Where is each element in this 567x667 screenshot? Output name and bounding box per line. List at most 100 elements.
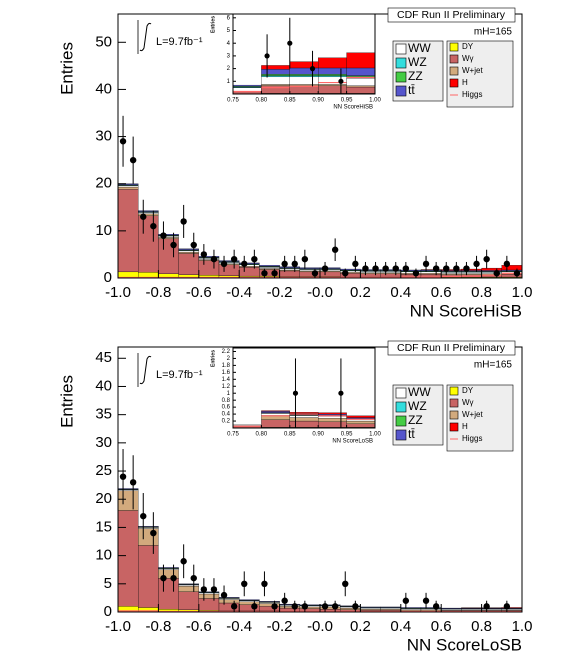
stack-bin [218,597,240,599]
y-tick-label: 5 [104,575,112,592]
stack-bin [138,527,159,529]
legend-swatch [395,71,407,83]
x-tick-label: 0.80 [256,432,268,438]
header-box [387,340,516,356]
stack-bin [138,545,159,608]
stack-bin [289,74,319,76]
x-tick-label: -1.0 [105,618,131,635]
stack-bin [318,75,347,78]
stack-bin [441,272,462,274]
stack-bin [380,273,401,278]
stack-bin [239,267,260,277]
data-point [473,260,480,268]
y-tick-label: 1.4 [222,377,231,383]
y-tick-label: 30 [95,434,112,451]
stack-bin [400,608,422,610]
stack-bin [261,85,290,94]
x-tick-label: 0.85 [284,98,296,104]
y-tick-label: 20 [95,175,112,192]
data-point [210,255,218,263]
legend-swatch [395,387,407,399]
data-point [140,213,147,220]
stack-bin [178,584,199,587]
data-point [170,574,177,582]
data-point [292,390,299,396]
stack-bin [318,67,347,75]
data-point [291,260,298,268]
y-axis-label: Entries [210,350,216,367]
stack-bin [138,212,159,215]
legend-swatch [449,386,459,396]
legend-label: H [462,78,468,87]
x-tick-label: 0.75 [227,98,239,104]
stack-bin [380,271,401,273]
x-tick-label: -0.4 [226,284,252,301]
data-point [463,265,470,272]
stack-bin [218,264,240,276]
stack-bin [346,85,376,88]
legend-label: tt̄ [408,427,415,441]
legend-label: ZZ [408,69,423,83]
legend-swatch [449,66,459,76]
x-tick-label: 1.00 [369,98,381,104]
data-point [352,603,359,610]
stack-bin [360,607,381,610]
stack-bin [178,251,199,254]
x-tick-label: 0.95 [341,98,353,104]
stack-bin [138,210,159,212]
x-tick-label: 1.00 [369,432,381,438]
stack-bin [318,74,347,76]
legend-label: DY [462,386,474,395]
legend-swatch [449,398,459,408]
y-tick-label: 2.2 [222,349,231,355]
stack-bin [117,186,139,190]
legend-label: W+jet [462,410,483,419]
data-point [160,232,167,239]
stack-bin [259,267,280,269]
stack-bin [318,57,347,69]
data-point [287,40,293,46]
y-axis-label: Entries [210,16,216,33]
stack-bin [138,526,159,528]
stack-bin [158,567,179,569]
legend-label: WZ [408,399,427,413]
x-tick-label: -0.6 [186,284,212,301]
legend-swatch [395,429,407,441]
stack-bin [360,606,381,608]
data-point [309,66,316,72]
stack-bin [289,417,319,422]
stack-bin [259,601,280,603]
stack-bin [261,69,290,75]
header: CDF Run II Preliminary [397,342,506,354]
stack-bin [178,591,199,610]
legend-label: H [462,422,468,431]
y-tick-label: 15 [95,518,112,535]
stack-bin [340,268,361,271]
stack-bin [198,260,220,276]
x-axis-label: NN ScoreHiSB [410,301,522,320]
legend-swatch [395,401,407,413]
stack-bin [319,271,341,277]
stack-bin [117,490,139,511]
stack-bin [400,609,422,612]
y-tick-label: 30 [95,128,112,145]
stack-bin [360,609,381,611]
stack-bin [318,84,347,86]
stack-bin [178,585,199,592]
stack-bin [279,268,300,271]
x-tick-label: 0.95 [341,432,353,438]
stack-bin [117,488,139,490]
stack-bin [232,84,262,87]
y-tick-label: 1.6 [222,370,231,376]
data-point [281,597,288,604]
x-tick-label: -0.2 [267,284,293,301]
x-axis-label: NN ScoreLoSB [332,439,373,445]
stack-bin [218,260,240,262]
stack-bin [232,424,262,426]
y-axis-label: Entries [57,375,76,428]
data-point [402,265,410,272]
legend-label: tt̄ [408,83,415,97]
data-point [392,265,399,272]
stack-bin [299,269,321,272]
